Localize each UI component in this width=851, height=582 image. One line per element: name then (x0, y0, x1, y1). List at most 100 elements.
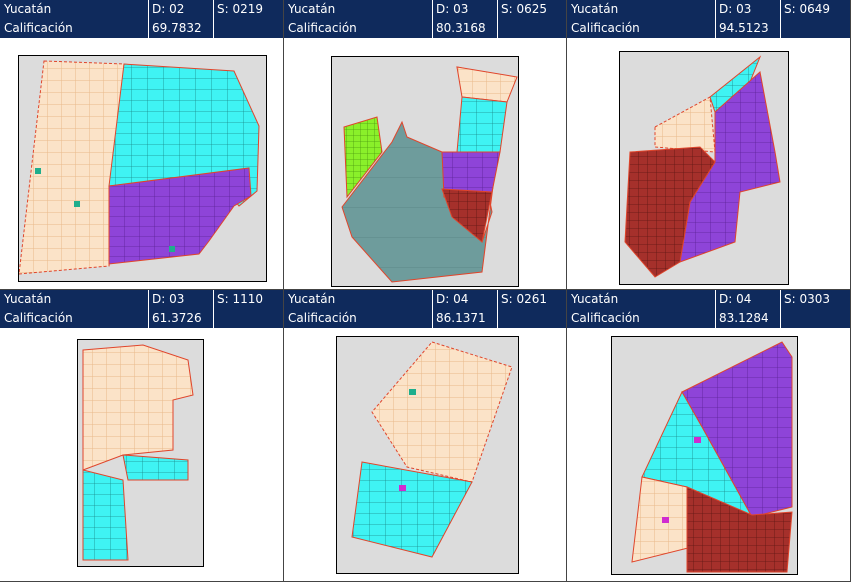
score: 86.1371 (436, 311, 486, 325)
header-row: Calificación 86.1371 (284, 309, 566, 329)
state: Yucatán (288, 292, 336, 306)
map (611, 336, 798, 575)
header-row: Calificación 80.3168 (284, 19, 566, 39)
divider (715, 19, 716, 38)
section-area (371, 341, 513, 483)
state: Yucatán (571, 2, 619, 16)
icon (409, 389, 416, 395)
map (619, 51, 789, 285)
section-area (351, 461, 473, 558)
district: D: 04 (719, 292, 752, 306)
map-shapes (631, 341, 793, 573)
section-area (654, 96, 716, 153)
section: S: 0219 (217, 2, 264, 16)
district: D: 03 (436, 2, 469, 16)
icon (35, 168, 41, 174)
icon (399, 485, 406, 491)
score-label: Calificación (288, 311, 357, 325)
map-shapes (18, 60, 260, 275)
score-label: Calificación (4, 311, 73, 325)
panel: Yucatán D: 03 S: 1110 Calificación 61.3726 (0, 290, 284, 582)
header-row: Yucatán D: 04 S: 0303 (567, 290, 850, 310)
header-row: Yucatán D: 02 S: 0219 (0, 0, 283, 20)
header-row: Yucatán D: 03 S: 0625 (284, 0, 566, 20)
section: S: 0625 (501, 2, 548, 16)
divider (715, 309, 716, 328)
icon (694, 437, 701, 443)
divider (780, 19, 781, 38)
score-label: Calificación (571, 21, 640, 35)
header-row: Yucatán D: 03 S: 1110 (0, 290, 283, 310)
panel: Yucatán D: 03 S: 0649 Calificación 94.5123 (567, 0, 851, 290)
score-label: Calificación (571, 311, 640, 325)
divider (432, 309, 433, 328)
panel: Yucatán D: 04 S: 0303 Calificación 83.1284 (567, 290, 851, 582)
state: Yucatán (571, 292, 619, 306)
map (77, 339, 204, 567)
header-row: Calificación 94.5123 (567, 19, 850, 39)
state: Yucatán (288, 2, 336, 16)
divider (213, 0, 214, 19)
section: S: 1110 (217, 292, 264, 306)
divider (432, 290, 433, 309)
map (18, 55, 267, 282)
divider (780, 290, 781, 309)
divider (213, 309, 214, 328)
divider (715, 290, 716, 309)
section-area (441, 188, 493, 243)
state: Yucatán (4, 292, 52, 306)
header-row: Calificación 83.1284 (567, 309, 850, 329)
district: D: 03 (152, 292, 185, 306)
district: D: 02 (152, 2, 185, 16)
section-area (108, 167, 252, 265)
score: 83.1284 (719, 311, 769, 325)
score: 80.3168 (436, 21, 486, 35)
map-shapes (341, 66, 518, 283)
divider (497, 309, 498, 328)
divider (432, 0, 433, 19)
score-label: Calificación (288, 21, 357, 35)
section-area (456, 66, 518, 103)
divider (148, 290, 149, 309)
panel: Yucatán D: 03 S: 0625 Calificación 80.3168 (284, 0, 567, 290)
section: S: 0303 (784, 292, 831, 306)
divider (148, 0, 149, 19)
section-area (456, 96, 508, 153)
header-row: Calificación 61.3726 (0, 309, 283, 329)
score: 94.5123 (719, 21, 769, 35)
section-area (82, 469, 129, 561)
divider (780, 309, 781, 328)
section-area (624, 146, 716, 278)
section: S: 0261 (501, 292, 548, 306)
map-shapes (82, 344, 194, 561)
score: 69.7832 (152, 21, 202, 35)
divider (148, 19, 149, 38)
section-area (82, 344, 194, 471)
district: D: 03 (719, 2, 752, 16)
header-row: Yucatán D: 03 S: 0649 (567, 0, 850, 20)
icon (74, 201, 80, 207)
panel: Yucatán D: 04 S: 0261 Calificación 86.1371 (284, 290, 567, 582)
divider (497, 19, 498, 38)
section-area (343, 116, 383, 199)
state: Yucatán (4, 2, 52, 16)
header-row: Yucatán D: 04 S: 0261 (284, 290, 566, 310)
divider (213, 19, 214, 38)
section-area (686, 486, 793, 573)
panel: Yucatán D: 02 S: 0219 Calificación 69.7832 (0, 0, 284, 290)
section: S: 0649 (784, 2, 831, 16)
section-area (18, 60, 125, 275)
header-row: Calificación 69.7832 (0, 19, 283, 39)
score: 61.3726 (152, 311, 202, 325)
district: D: 04 (436, 292, 469, 306)
divider (780, 0, 781, 19)
score-label: Calificación (4, 21, 73, 35)
section-area (122, 454, 189, 481)
map (331, 56, 519, 287)
map (336, 336, 519, 574)
icon (662, 517, 669, 523)
map-shapes (351, 341, 513, 558)
divider (213, 290, 214, 309)
icon (169, 246, 175, 252)
